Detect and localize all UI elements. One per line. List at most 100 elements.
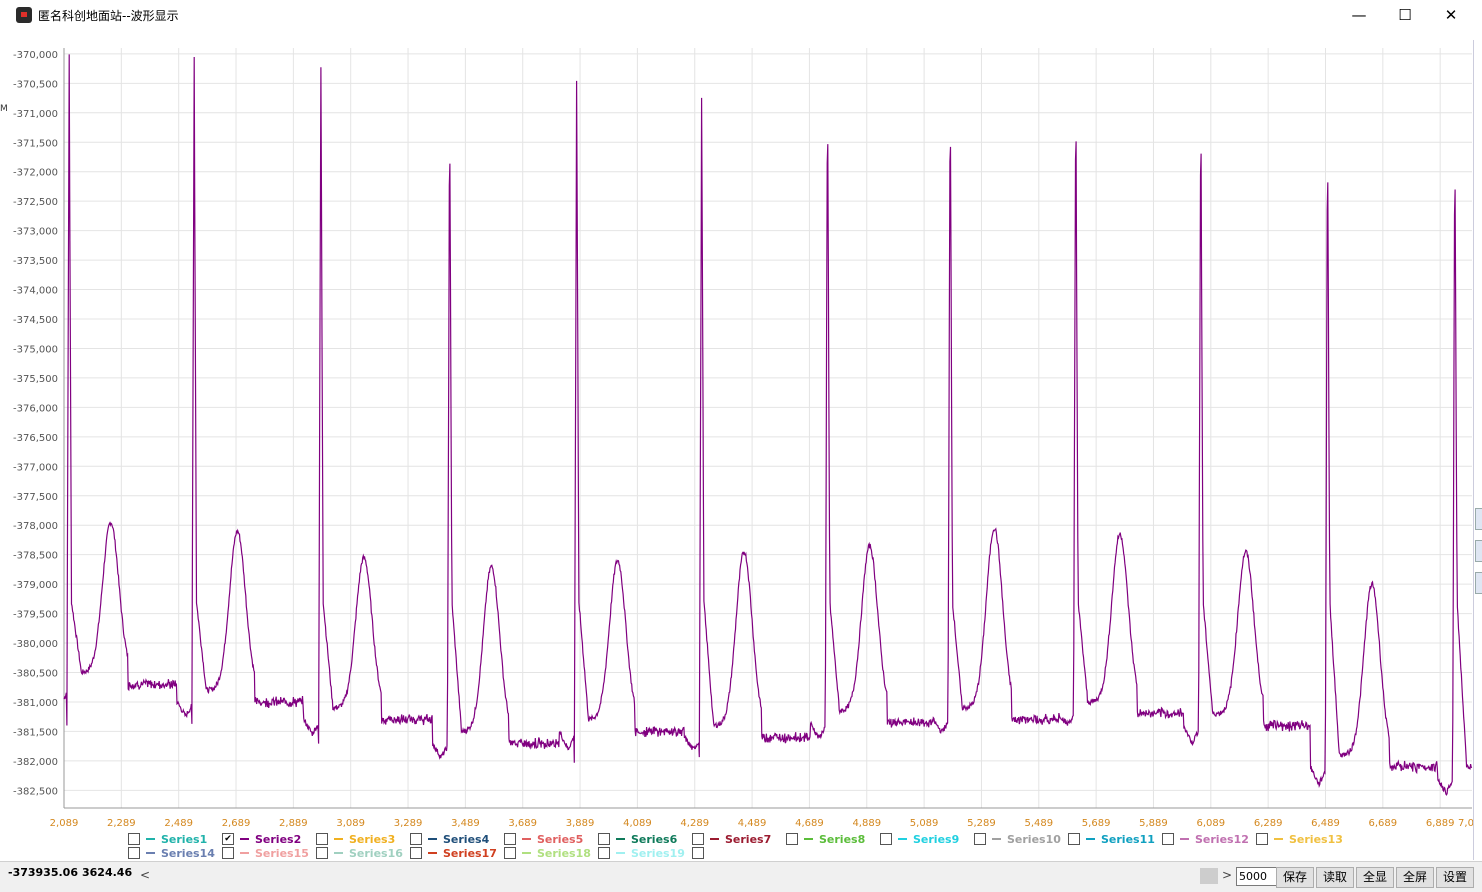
series-label: Series18 xyxy=(537,846,591,860)
y-tick-label: -370,000 xyxy=(13,50,58,61)
series-checkbox[interactable] xyxy=(598,833,610,845)
horizontal-scrollbar[interactable] xyxy=(156,866,1218,884)
series-checkbox[interactable] xyxy=(786,833,798,845)
load-button[interactable]: 读取 xyxy=(1316,867,1354,888)
legend-item[interactable]: Series6 xyxy=(598,832,677,846)
series-checkbox[interactable] xyxy=(974,833,986,845)
legend-item[interactable]: Series8 xyxy=(786,832,865,846)
legend-item[interactable]: Series1 xyxy=(128,832,207,846)
series-label: Series10 xyxy=(1007,832,1061,846)
close-button[interactable]: ✕ xyxy=(1444,6,1458,24)
x-tick-label: 7,0 xyxy=(1458,818,1474,829)
series-label: Series6 xyxy=(631,832,678,846)
series-label: Series9 xyxy=(913,832,960,846)
legend-item[interactable]: Series18 xyxy=(504,846,591,860)
waveform-chart[interactable]: -370,000 -370,500 -371,000 -371,500 -372,000… xyxy=(0,30,1482,860)
scrollbar-thumb[interactable] xyxy=(1200,868,1218,884)
legend-item[interactable]: Series17 xyxy=(410,846,497,860)
series-checkbox[interactable] xyxy=(410,847,422,859)
legend-item[interactable]: ✔ Series2 xyxy=(222,832,301,846)
series-swatch xyxy=(1274,838,1283,840)
settings-button[interactable]: 设置 xyxy=(1436,867,1474,888)
scroll-left-arrow[interactable]: < xyxy=(140,868,151,882)
series-swatch xyxy=(146,852,155,854)
series-checkbox[interactable]: ✔ xyxy=(222,833,234,845)
x-tick-label: 5,889 xyxy=(1139,818,1168,829)
x-tick-label: 2,889 xyxy=(279,818,308,829)
series-label: Series12 xyxy=(1195,832,1249,846)
legend-item[interactable]: Series7 xyxy=(692,832,771,846)
series-checkbox[interactable] xyxy=(692,847,704,859)
legend-item[interactable]: Series14 xyxy=(128,846,215,860)
title-bar: 匿名科创地面站--波形显示 — ☐ ✕ xyxy=(0,0,1482,30)
y-tick-label: -378,500 xyxy=(13,551,58,562)
series-checkbox[interactable] xyxy=(128,833,140,845)
side-tab[interactable] xyxy=(1475,572,1482,594)
x-tick-label: 6,889 xyxy=(1426,818,1455,829)
series-checkbox[interactable] xyxy=(598,847,610,859)
series-swatch xyxy=(992,838,1001,840)
legend-item[interactable]: Series16 xyxy=(316,846,403,860)
x-tick-label: 4,689 xyxy=(795,818,824,829)
series-checkbox[interactable] xyxy=(880,833,892,845)
series-swatch xyxy=(334,838,343,840)
side-tab[interactable] xyxy=(1475,508,1482,530)
series-swatch xyxy=(240,852,249,854)
x-tick-label: 6,089 xyxy=(1196,818,1225,829)
legend-item[interactable]: Series19 xyxy=(598,846,685,860)
series-checkbox[interactable] xyxy=(504,847,516,859)
point-count-input[interactable] xyxy=(1236,867,1278,886)
series-checkbox[interactable] xyxy=(1068,833,1080,845)
legend-item[interactable]: Series13 xyxy=(1256,832,1343,846)
side-tab[interactable] xyxy=(1475,540,1482,562)
series-swatch xyxy=(428,852,437,854)
legend-item[interactable]: Series5 xyxy=(504,832,583,846)
legend-item[interactable]: Series3 xyxy=(316,832,395,846)
legend-item[interactable]: Series9 xyxy=(880,832,959,846)
series-checkbox[interactable] xyxy=(316,847,328,859)
series-swatch xyxy=(334,852,343,854)
series-swatch xyxy=(1086,838,1095,840)
legend-item[interactable]: Series11 xyxy=(1068,832,1155,846)
series-label: Series1 xyxy=(161,832,208,846)
y-tick-label: -374,500 xyxy=(13,315,58,326)
scroll-right-arrow[interactable]: > xyxy=(1222,868,1233,882)
y-tick-label: -381,000 xyxy=(13,698,58,709)
y-tick-label: -372,500 xyxy=(13,197,58,208)
series-checkbox[interactable] xyxy=(504,833,516,845)
series-swatch xyxy=(616,838,625,840)
series-swatch xyxy=(428,838,437,840)
legend-item[interactable]: Series15 xyxy=(222,846,309,860)
legend-item[interactable] xyxy=(692,846,710,860)
waveform-chart-area[interactable]: -370,000 -370,500 -371,000 -371,500 -372,000… xyxy=(0,30,1482,860)
series-checkbox[interactable] xyxy=(1256,833,1268,845)
x-tick-label: 5,689 xyxy=(1082,818,1111,829)
series-checkbox[interactable] xyxy=(1162,833,1174,845)
maximize-button[interactable]: ☐ xyxy=(1398,6,1412,24)
series-swatch xyxy=(1180,838,1189,840)
y-tick-label: -374,000 xyxy=(13,286,58,297)
show-all-button[interactable]: 全显 xyxy=(1356,867,1394,888)
series-checkbox[interactable] xyxy=(410,833,422,845)
x-tick-label: 4,089 xyxy=(623,818,652,829)
status-bar: -373935.06 3624.46 < > 保存 读取 全显 全屏 设置 xyxy=(0,861,1482,892)
fullscreen-button[interactable]: 全屏 xyxy=(1396,867,1434,888)
series-checkbox[interactable] xyxy=(222,847,234,859)
legend-item[interactable]: Series10 xyxy=(974,832,1061,846)
series-label: Series14 xyxy=(161,846,215,860)
series-checkbox[interactable] xyxy=(316,833,328,845)
minimize-button[interactable]: — xyxy=(1351,6,1367,24)
series-swatch xyxy=(240,838,249,840)
series-checkbox[interactable] xyxy=(128,847,140,859)
x-tick-label: 4,889 xyxy=(852,818,881,829)
y-tick-label: -372,000 xyxy=(13,168,58,179)
x-tick-label: 3,689 xyxy=(508,818,537,829)
x-tick-label: 5,289 xyxy=(967,818,996,829)
cursor-y-readout: -373935.06 xyxy=(8,866,78,879)
series-checkbox[interactable] xyxy=(692,833,704,845)
series-swatch xyxy=(710,838,719,840)
y-tick-label: -376,500 xyxy=(13,433,58,444)
legend-item[interactable]: Series4 xyxy=(410,832,489,846)
legend-item[interactable]: Series12 xyxy=(1162,832,1249,846)
save-button[interactable]: 保存 xyxy=(1276,867,1314,888)
